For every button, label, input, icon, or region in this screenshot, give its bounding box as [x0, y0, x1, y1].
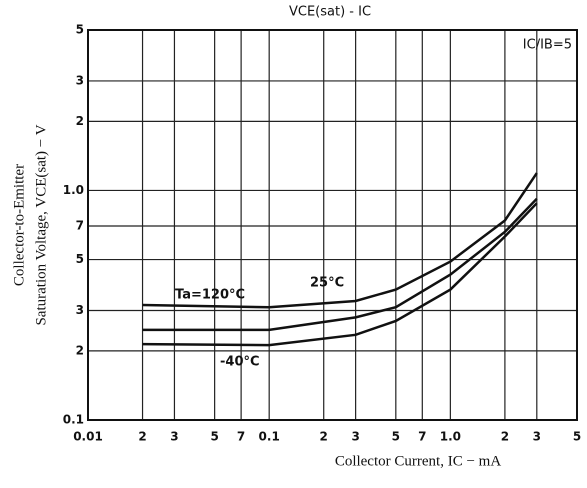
x-tick-label: 2 [138, 430, 146, 444]
series-label: 25°C [310, 276, 344, 291]
x-tick-label: 1.0 [440, 430, 461, 444]
x-tick-label: 3 [351, 430, 359, 444]
x-tick-label: 3 [533, 430, 541, 444]
y-tick-label: 3 [76, 73, 84, 87]
y-tick-label: 2 [76, 343, 84, 357]
series-label: Ta=120°C [175, 288, 245, 303]
x-tick-label: 3 [170, 430, 178, 444]
curve [142, 172, 538, 309]
y-tick-label: 0.1 [63, 413, 84, 427]
plot-frame [87, 29, 578, 421]
curve [142, 202, 538, 347]
x-tick-label: 2 [501, 430, 509, 444]
x-tick-label: 7 [418, 430, 426, 444]
x-tick-label: 5 [392, 430, 400, 444]
y-tick-label: 3 [76, 303, 84, 317]
y-tick-label: 2 [76, 114, 84, 128]
series-label: -40°C [220, 355, 260, 370]
annotation: IC/IB=5 [523, 38, 572, 53]
x-tick-label: 5 [210, 430, 218, 444]
y-tick-label: 1.0 [63, 183, 84, 197]
x-axis-label: Collector Current, IC − mA [335, 453, 502, 469]
y-tick-label: 5 [76, 252, 84, 266]
y-tick-label: 7 [76, 219, 84, 233]
y-tick-label: 5 [76, 23, 84, 37]
x-tick-label: 7 [237, 430, 245, 444]
x-tick-label: 0.1 [259, 430, 280, 444]
y-axis-label: Saturation Voltage, VCE(sat) − V [33, 124, 49, 325]
x-tick-label: 5 [573, 430, 581, 444]
chart-title: VCE(sat) - IC [289, 5, 371, 20]
x-tick-label: 0.01 [73, 430, 103, 444]
x-tick-label: 2 [320, 430, 328, 444]
curve [142, 197, 538, 332]
y-axis-label: Collector-to-Emitter [11, 164, 27, 286]
